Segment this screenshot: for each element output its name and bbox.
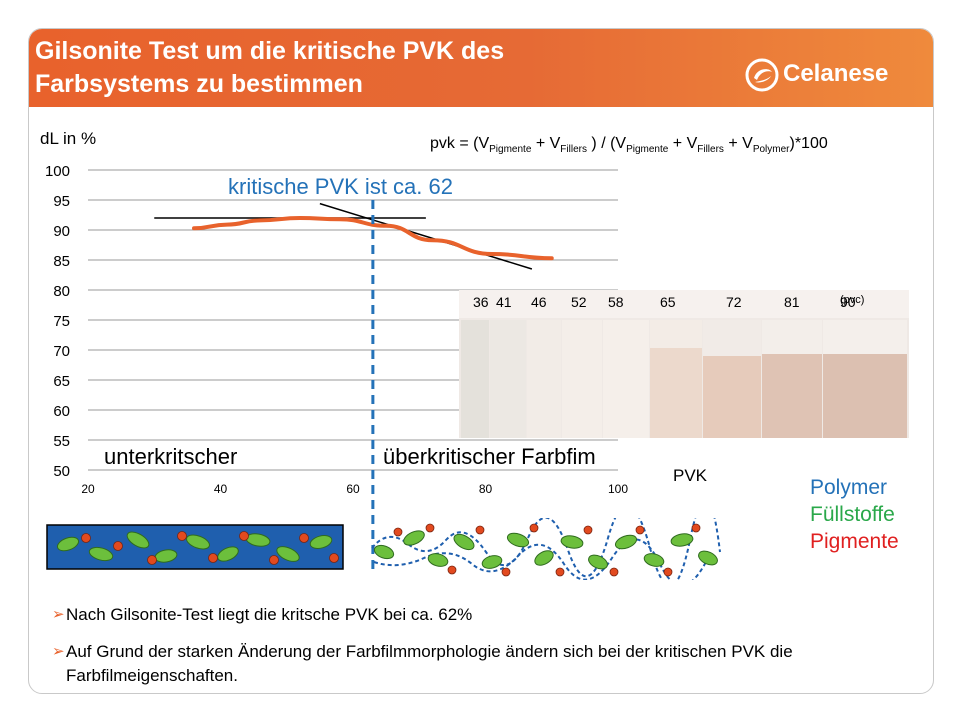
- photo-label-41: 41: [496, 294, 512, 310]
- title-line-1: Gilsonite Test um die kritische PVK des: [35, 37, 505, 65]
- bullet-arrow-icon: ➢: [52, 606, 65, 623]
- photo-label-46: 46: [531, 294, 547, 310]
- bullet-1-text: Nach Gilsonite-Test liegt die kritsche P…: [66, 605, 473, 624]
- formula-sub-pigmente-2: Pigmente: [626, 144, 669, 156]
- critical-pvk-annotation: kritische PVK ist ca. 62: [228, 174, 453, 199]
- y-tick-label-65: 65: [53, 373, 70, 390]
- subcritical-morphology-icon: [46, 524, 344, 570]
- x-tick-label-80: 80: [479, 482, 493, 496]
- y-tick-label-60: 60: [53, 403, 70, 420]
- strip-41: [490, 320, 526, 438]
- series-line-dl: [192, 215, 554, 261]
- paint-strips: [459, 318, 909, 438]
- celanese-swirl-icon: [745, 58, 779, 92]
- photo-label-90-value: 90: [840, 294, 856, 310]
- strip-81: [762, 354, 822, 438]
- celanese-logo: Celanese: [745, 57, 915, 93]
- logo-text: Celanese: [783, 60, 889, 87]
- region-label-subcritical: unterkritscher: [104, 444, 238, 469]
- slide-title: Gilsonite Test um die kritische PVK des …: [35, 35, 685, 101]
- bullet-1: ➢ Nach Gilsonite-Test liegt die kritsche…: [52, 603, 872, 627]
- strip-72-top: [703, 320, 761, 356]
- formula-sub-polymer: Polymer: [752, 144, 790, 156]
- title-banner: Gilsonite Test um die kritische PVK des …: [29, 29, 933, 107]
- photo-unit: (pvc): [840, 294, 865, 306]
- photo-label-81: 81: [784, 294, 800, 310]
- strip-65-top: [650, 320, 702, 348]
- bullet-2: ➢ Auf Grund der starken Änderung der Far…: [52, 640, 902, 688]
- y-tick-label-75: 75: [53, 313, 70, 330]
- formula-plus-2: + V: [668, 135, 698, 152]
- formula-tail: )*100: [789, 135, 828, 152]
- formula-sub-fillers-1: Fillers: [560, 144, 587, 156]
- pvk-formula: pvk = (VPigmente + VFillers ) / (VPigmen…: [430, 135, 828, 155]
- strip-36: [461, 320, 489, 438]
- y-tick-label-100: 100: [45, 163, 70, 180]
- strip-72: [703, 356, 761, 438]
- strip-46: [527, 320, 561, 438]
- x-tick-label-40: 40: [214, 482, 228, 496]
- strip-81-top: [762, 320, 822, 354]
- y-tick-label-70: 70: [53, 343, 70, 360]
- x-tick-label-100: 100: [608, 482, 628, 496]
- formula-lhs: pvk =: [430, 135, 474, 152]
- tangent-line-2: [319, 202, 533, 270]
- title-line-2: Farbsystems zu bestimmen: [35, 70, 363, 98]
- strip-65: [650, 348, 702, 438]
- strip-52: [562, 320, 602, 438]
- legend-fuellstoffe: Füllstoffe: [810, 503, 895, 526]
- strip-90-top: [823, 320, 907, 354]
- region-label-supercritical: überkritischer Farbfim: [383, 444, 596, 469]
- photo-label-36: 36: [473, 294, 489, 310]
- y-tick-label-55: 55: [53, 433, 70, 450]
- bullet-arrow-icon: ➢: [52, 643, 65, 660]
- photo-label-58: 58: [608, 294, 624, 310]
- legend-pigmente: Pigmente: [810, 530, 899, 553]
- x-tick-label-20: 20: [81, 482, 95, 496]
- y-tick-label-85: 85: [53, 253, 70, 270]
- photo-label-52: 52: [571, 294, 587, 310]
- x-axis-label: PVK: [673, 466, 708, 485]
- photo-label-72: 72: [726, 294, 742, 310]
- supercritical-morphology-icon: [371, 518, 721, 580]
- y-axis-label: dL in %: [40, 129, 97, 148]
- y-tick-label-50: 50: [53, 463, 70, 480]
- photo-label-65: 65: [660, 294, 676, 310]
- y-tick-label-95: 95: [53, 193, 70, 210]
- formula-sub-fillers-2: Fillers: [697, 144, 724, 156]
- y-tick-label-80: 80: [53, 283, 70, 300]
- paint-film-photo: 36 41 46 52 58 65 72 81 90 (pvc): [459, 290, 909, 438]
- legend-polymer: Polymer: [810, 476, 888, 499]
- formula-sub-pigmente-1: Pigmente: [489, 144, 532, 156]
- formula-mid: ) / (V: [586, 135, 627, 152]
- bullet-2-text: Auf Grund der starken Änderung der Farbf…: [66, 642, 793, 685]
- formula-plus-3: + V: [723, 135, 753, 152]
- formula-open: (V: [473, 135, 490, 152]
- y-tick-label-90: 90: [53, 223, 70, 240]
- formula-plus-1: + V: [531, 135, 561, 152]
- strip-90: [823, 354, 907, 438]
- strip-58: [603, 320, 649, 438]
- x-tick-label-60: 60: [346, 482, 360, 496]
